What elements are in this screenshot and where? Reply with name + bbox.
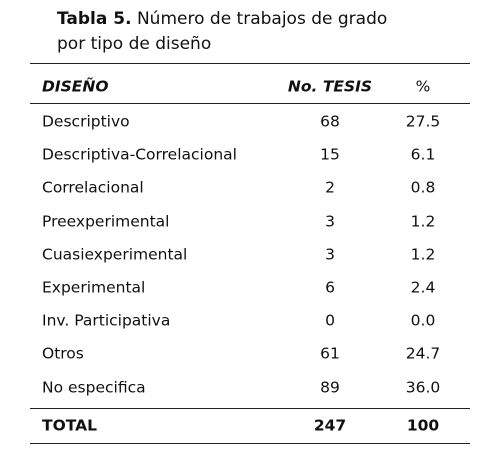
header-rule <box>30 103 470 104</box>
cell-value: 0.0 <box>410 311 436 330</box>
total-label: TOTAL <box>42 416 97 435</box>
cell-value: 1.2 <box>410 211 436 230</box>
row-label: Preexperimental <box>42 211 170 230</box>
total-rule <box>30 408 470 409</box>
total-value: 247 <box>313 416 347 435</box>
row-label: No especifica <box>42 377 146 396</box>
row-label: Otros <box>42 344 84 363</box>
row-label: Experimental <box>42 278 146 297</box>
row-label: Cuasiexperimental <box>42 245 188 264</box>
cell-value: 36.0 <box>405 377 441 396</box>
cell-value: 6.1 <box>410 145 436 164</box>
cell-value: 15 <box>320 145 340 164</box>
cell-value: 0.8 <box>410 178 436 197</box>
table-label: Tabla 5. <box>57 9 132 29</box>
cell-value: 2 <box>325 178 335 197</box>
cell-value: 89 <box>320 377 340 396</box>
cell-value: 6 <box>325 278 335 297</box>
cell-value: 68 <box>320 112 340 131</box>
table-title-line: Tabla 5. Número de trabajos de grado <box>57 11 387 28</box>
row-label: Descriptiva-Correlacional <box>42 145 237 164</box>
table-title-line: por tipo de diseño <box>57 34 212 54</box>
cell-value: 3 <box>325 245 335 264</box>
column-header: DISEÑO <box>42 77 109 96</box>
cell-value: 2.4 <box>410 278 436 297</box>
row-label: Correlacional <box>42 178 144 197</box>
cell-value: 1.2 <box>410 245 436 264</box>
cell-value: 27.5 <box>405 112 441 131</box>
bottom-rule <box>30 443 470 444</box>
column-header: % <box>415 77 431 96</box>
top-rule <box>30 63 470 64</box>
row-label: Inv. Participativa <box>42 311 171 330</box>
cell-value: 3 <box>325 211 335 230</box>
column-header: No. TESIS <box>287 77 373 96</box>
table-title: Número de trabajos de grado <box>136 9 388 29</box>
total-value: 100 <box>406 416 440 435</box>
cell-value: 0 <box>325 311 335 330</box>
cell-value: 24.7 <box>405 344 441 363</box>
row-label: Descriptivo <box>42 112 130 131</box>
cell-value: 61 <box>320 344 340 363</box>
